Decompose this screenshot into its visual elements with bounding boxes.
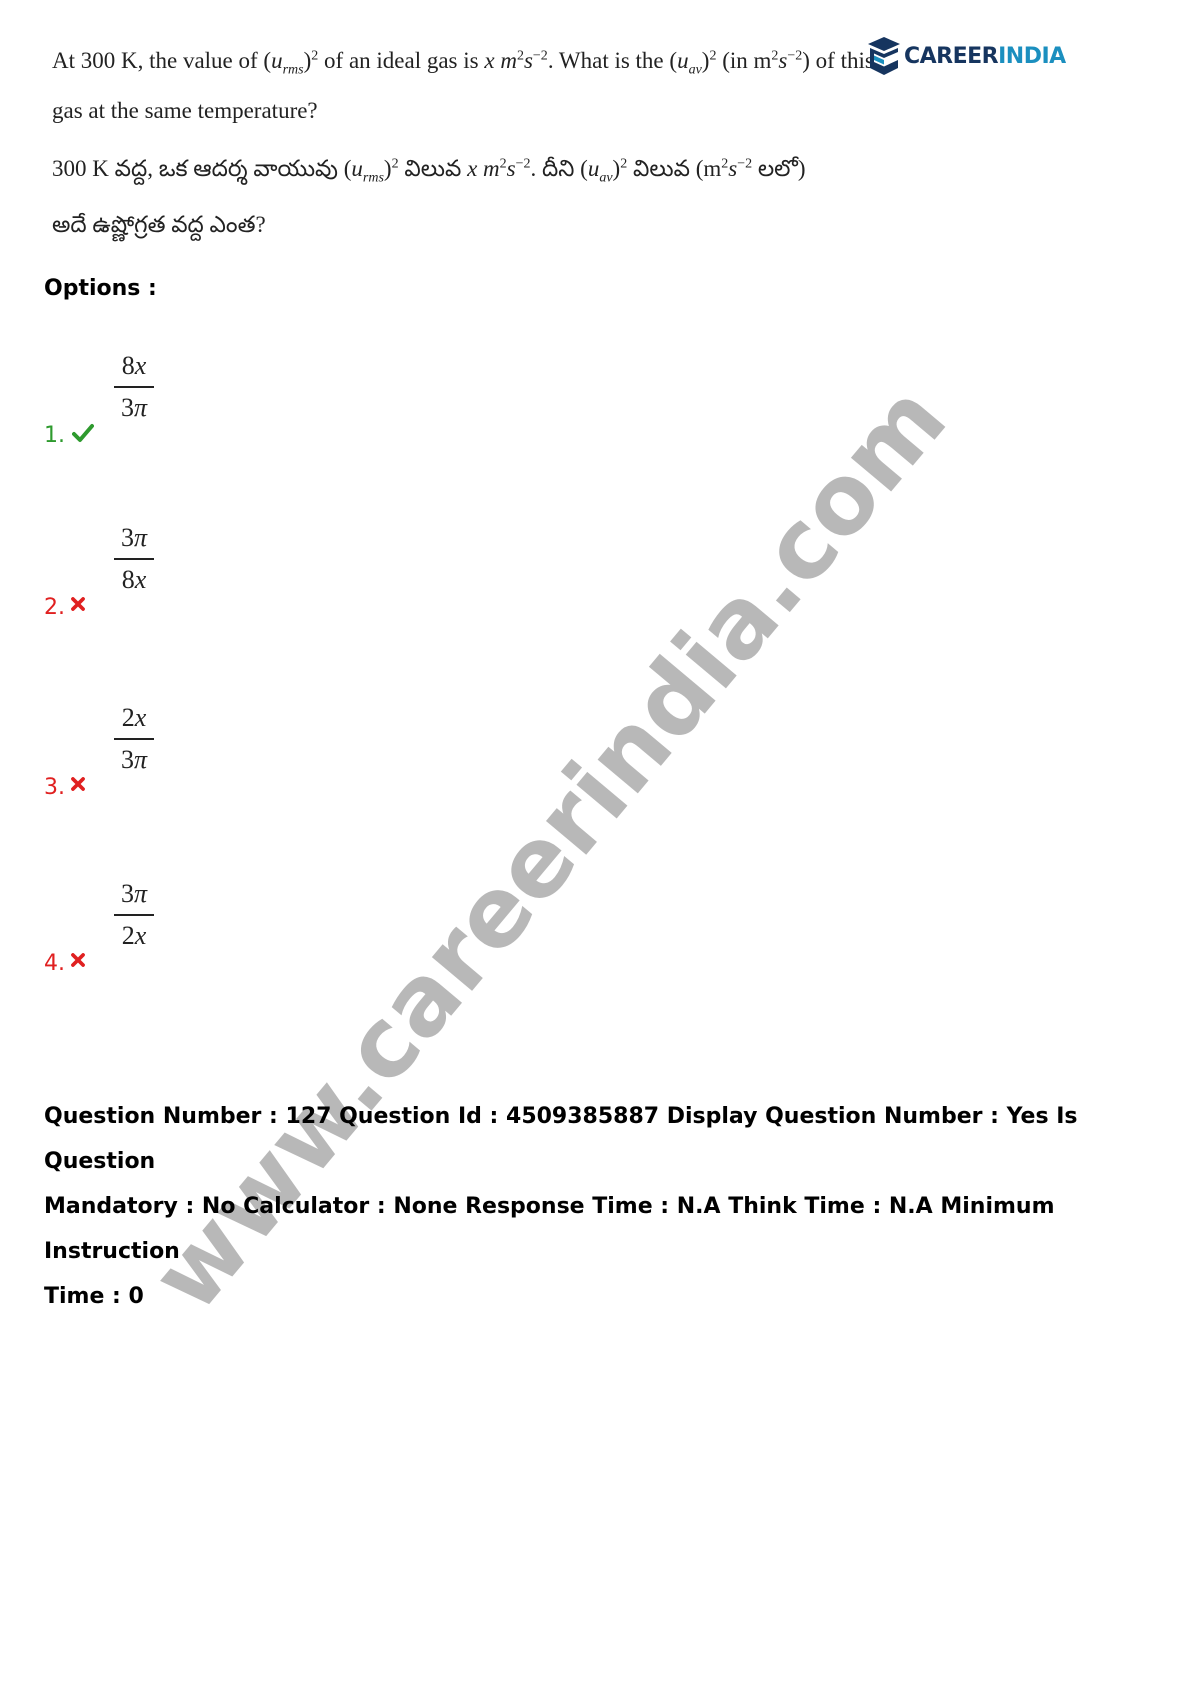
logo-text-accent: INDIA [998, 43, 1066, 69]
math-unit: s [506, 156, 516, 181]
option-3-number: 3. [44, 775, 65, 800]
fraction-bar [114, 914, 154, 916]
math-unit: s [778, 48, 788, 73]
math-variable: x [484, 48, 495, 73]
fraction-numerator: 8x [121, 351, 147, 380]
metadata-line-2: Mandatory : No Calculator : None Respons… [44, 1194, 1055, 1264]
logo-text: CAREERINDIA [904, 44, 1066, 69]
option-4-fraction: 3π 2x [114, 876, 154, 954]
fraction-bar [114, 386, 154, 388]
question-metadata: Question Number : 127 Question Id : 4509… [44, 1094, 1124, 1319]
question-text: ) [701, 48, 710, 73]
options-label: Options : [44, 276, 157, 301]
fraction-numerator: 3π [120, 879, 148, 908]
option-1[interactable]: 8x 3π 1. [44, 348, 244, 448]
math-superscript: 2 [499, 156, 507, 172]
math-subscript: av [688, 62, 702, 78]
cross-icon [71, 953, 85, 967]
fraction-numerator: 2x [121, 703, 147, 732]
logo-text-main: CAREER [904, 43, 999, 69]
math-superscript: 2 [709, 48, 717, 64]
check-icon [72, 424, 94, 442]
math-subscript: rms [282, 62, 304, 78]
metadata-line-3: Time : 0 [44, 1284, 144, 1309]
math-variable: u [677, 48, 689, 73]
math-variable: u [351, 156, 363, 181]
math-superscript: −2 [787, 48, 803, 64]
fraction-denominator: 3π [120, 393, 148, 422]
question-text: ) [612, 156, 621, 181]
question-text: ) [303, 48, 312, 73]
question-english-line-2: gas at the same temperature? [52, 98, 318, 123]
question-text: ) of this [802, 48, 874, 73]
fraction-bar [114, 558, 154, 560]
question-text: 300 K వద్ద, ఒక ఆదర్శ వాయువు ( [52, 156, 352, 181]
question-text: of an ideal gas is [318, 48, 485, 73]
question-text: . దీని ( [530, 156, 588, 181]
cross-icon [71, 777, 85, 791]
question-text: At 300 K, the value of ( [52, 48, 272, 73]
question-text: (in m [716, 48, 772, 73]
math-unit: s [728, 156, 738, 181]
option-2[interactable]: 3π 8x 2. [44, 520, 244, 620]
fraction-bar [114, 738, 154, 740]
option-2-fraction: 3π 8x [114, 520, 154, 598]
question-text: . What is the ( [547, 48, 678, 73]
question-telugu-line-1: 300 K వద్ద, ఒక ఆదర్శ వాయువు (urms)2 విలు… [52, 156, 806, 188]
graduation-cap-icon [868, 37, 900, 75]
option-3-fraction: 2x 3π [114, 700, 154, 778]
math-superscript: 2 [391, 156, 399, 172]
option-3[interactable]: 2x 3π 3. [44, 700, 244, 800]
math-subscript: av [599, 170, 613, 186]
question-text: లలో) [752, 156, 806, 181]
fraction-numerator: 3π [120, 523, 148, 552]
metadata-line-1: Question Number : 127 Question Id : 4509… [44, 1104, 1078, 1174]
math-superscript: 2 [721, 156, 729, 172]
option-1-number: 1. [44, 423, 65, 448]
math-superscript: 2 [311, 48, 319, 64]
math-variable: u [271, 48, 283, 73]
math-unit: m [477, 156, 500, 181]
math-superscript: −2 [532, 48, 548, 64]
math-unit: s [523, 48, 533, 73]
cross-icon [71, 597, 85, 611]
math-unit: m [494, 48, 517, 73]
math-subscript: rms [362, 170, 384, 186]
math-superscript: −2 [737, 156, 753, 172]
fraction-denominator: 2x [121, 921, 147, 950]
question-text: విలువ [398, 156, 468, 181]
math-superscript: 2 [516, 48, 524, 64]
question-telugu-line-2: అదే ఉష్ణోగ్రత వద్ద ఎంత? [52, 212, 266, 237]
math-variable: x [467, 156, 478, 181]
option-1-fraction: 8x 3π [114, 348, 154, 426]
option-4[interactable]: 3π 2x 4. [44, 876, 244, 976]
option-4-number: 4. [44, 951, 65, 976]
fraction-denominator: 8x [121, 565, 147, 594]
math-superscript: 2 [620, 156, 628, 172]
question-text: విలువ (m [627, 156, 722, 181]
question-english-line-1: At 300 K, the value of (urms)2 of an ide… [52, 48, 874, 79]
math-superscript: 2 [771, 48, 779, 64]
option-2-number: 2. [44, 595, 65, 620]
question-text: ) [383, 156, 392, 181]
math-variable: u [587, 156, 600, 181]
math-superscript: −2 [515, 156, 531, 172]
fraction-denominator: 3π [120, 745, 148, 774]
careerindia-logo: CAREERINDIA [866, 34, 1066, 78]
